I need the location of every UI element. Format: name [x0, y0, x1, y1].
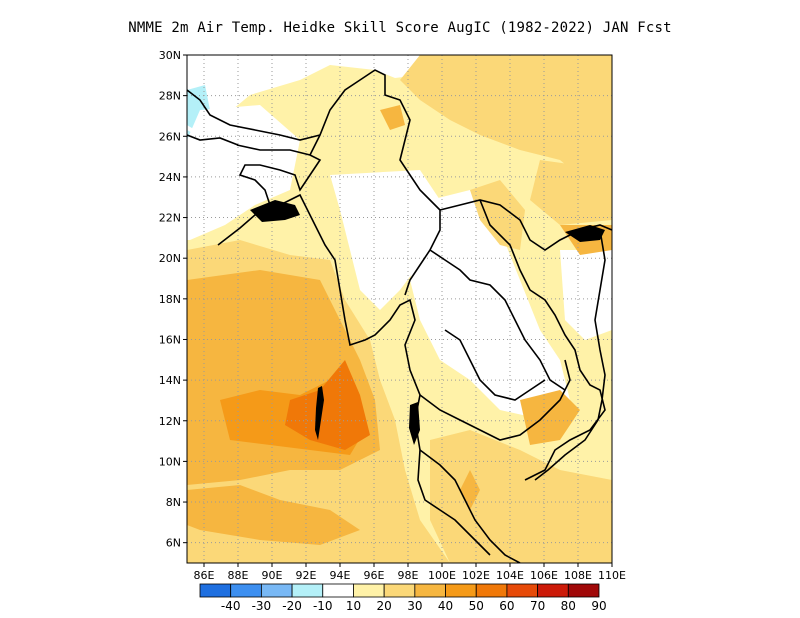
map-frame: [186, 54, 613, 564]
colorbar-swatch: [567, 583, 600, 598]
longitude-axis: 86E 88E 90E 92E 94E 96E 98E 100E 102E 104E 106E 108…: [194, 563, 626, 582]
colorbar-label: -40: [221, 599, 241, 613]
lat-tick-label: 26N: [159, 130, 181, 143]
lat-tick-label: 18N: [159, 293, 181, 306]
lat-tick-label: 14N: [159, 374, 181, 387]
lat-tick-label: 30N: [159, 49, 181, 62]
lon-tick-label: 94E: [330, 569, 351, 582]
lat-tick-label: 10N: [159, 455, 181, 468]
colorbar: -40 -30 -20 -10 10 20 30 40 50 60 70 80 90: [199, 583, 607, 613]
colorbar-swatch: [353, 583, 385, 598]
island-outlines: [250, 200, 605, 445]
lon-tick-label: 98E: [398, 569, 419, 582]
colorbar-label: 50: [469, 599, 484, 613]
colorbar-label: 80: [561, 599, 576, 613]
colorbar-label: 70: [530, 599, 545, 613]
colorbar-swatch: [260, 583, 293, 598]
colorbar-swatch: [199, 583, 232, 598]
latitude-axis: 30N 28N 26N 24N 22N 20N 18N 16N 14N 12N 10N 8N 6N: [159, 49, 187, 550]
lat-tick-label: 12N: [159, 415, 181, 428]
colorbar-swatch: [537, 583, 569, 598]
lat-tick-label: 28N: [159, 90, 181, 103]
chart-title: NMME 2m Air Temp. Heidke Skill Score Aug…: [128, 20, 672, 36]
colorbar-swatch: [475, 583, 508, 598]
lon-tick-label: 90E: [262, 569, 283, 582]
colorbar-swatch: [383, 583, 416, 598]
lon-tick-label: 88E: [228, 569, 249, 582]
colorbar-swatch: [414, 583, 446, 598]
colorbar-label: -10: [313, 599, 333, 613]
lat-tick-label: 24N: [159, 171, 181, 184]
colorbar-label: 40: [438, 599, 453, 613]
lon-tick-label: 96E: [364, 569, 385, 582]
colorbar-swatch: [230, 583, 262, 598]
colorbar-label: -30: [252, 599, 272, 613]
lat-tick-label: 20N: [159, 252, 181, 265]
lon-tick-label: 110E: [598, 569, 626, 582]
colorbar-label: 10: [346, 599, 361, 613]
colorbar-swatch: [506, 583, 539, 598]
lat-tick-label: 16N: [159, 333, 181, 346]
lon-tick-label: 108E: [564, 569, 592, 582]
colorbar-label: 90: [591, 599, 606, 613]
colorbar-label: 20: [377, 599, 392, 613]
lon-tick-label: 102E: [462, 569, 490, 582]
lon-tick-label: 100E: [428, 569, 456, 582]
country-boundaries: [187, 69, 612, 563]
lon-tick-label: 92E: [296, 569, 317, 582]
skill-score-field: [187, 55, 612, 563]
lon-tick-label: 104E: [496, 569, 524, 582]
colorbar-label: 30: [407, 599, 422, 613]
colorbar-swatch: [445, 583, 477, 598]
lat-tick-label: 8N: [166, 496, 181, 509]
lat-tick-label: 22N: [159, 212, 181, 225]
lon-tick-label: 106E: [530, 569, 558, 582]
lon-tick-label: 86E: [194, 569, 215, 582]
colorbar-label: -20: [282, 599, 302, 613]
colorbar-swatch: [322, 583, 354, 598]
colorbar-swatch: [291, 583, 324, 598]
colorbar-label: 60: [499, 599, 514, 613]
lat-tick-label: 6N: [166, 537, 181, 550]
